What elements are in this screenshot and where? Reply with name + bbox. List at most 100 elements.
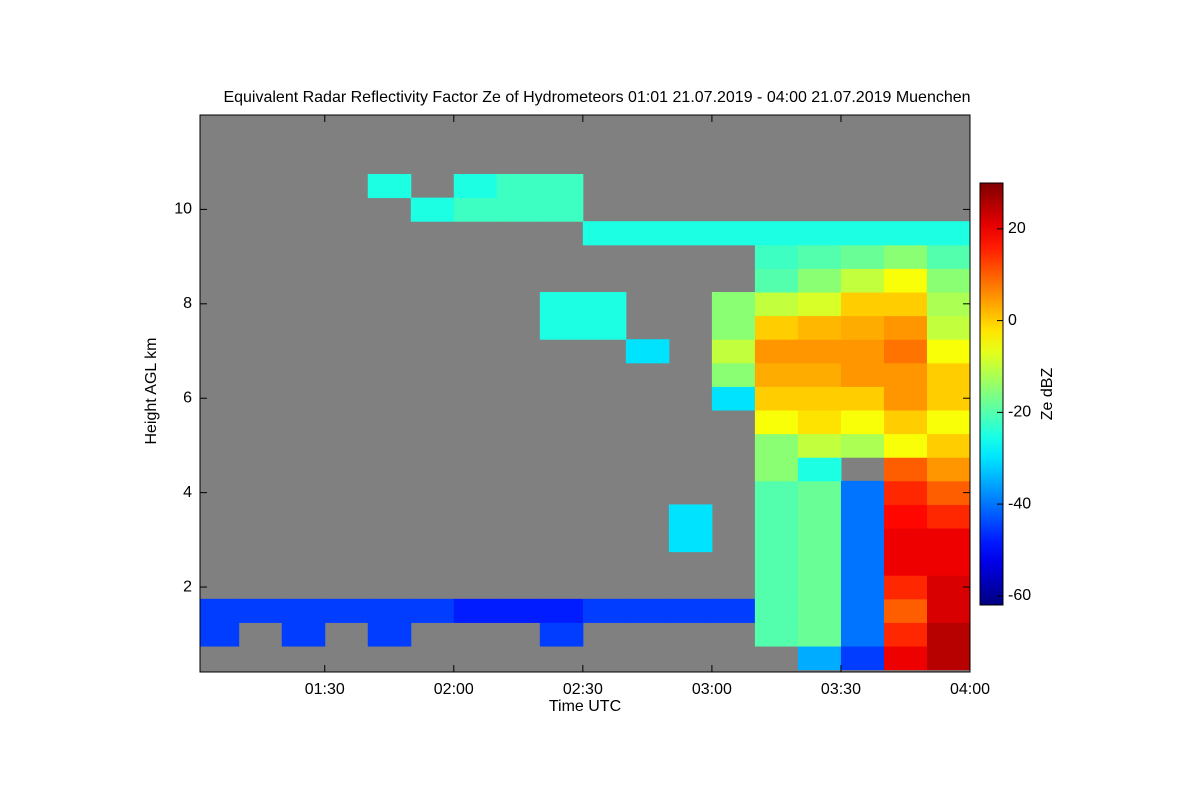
heatmap-cell (200, 598, 240, 623)
heatmap-cell (883, 646, 928, 671)
heatmap-cell (797, 504, 842, 529)
heatmap-cell (797, 339, 842, 364)
heatmap-cell (840, 622, 885, 647)
heatmap-cell (668, 504, 713, 529)
heatmap-cell (797, 386, 842, 411)
heatmap-cell (797, 622, 842, 647)
heatmap-cell (754, 339, 799, 364)
x-axis-label: Time UTC (549, 698, 621, 715)
heatmap-cell (668, 528, 713, 553)
heatmap-cell (926, 268, 970, 293)
heatmap-cell (797, 268, 842, 293)
heatmap-cell (668, 598, 713, 623)
heatmap-cell (797, 551, 842, 576)
heatmap-cell (711, 598, 756, 623)
heatmap-cell (840, 362, 885, 387)
heatmap-cell (625, 221, 670, 246)
heatmap-cell (883, 551, 928, 576)
y-tick-label: 8 (183, 295, 192, 312)
heatmap-cell (539, 315, 584, 340)
heatmap-cell (281, 598, 326, 623)
heatmap-cell (754, 244, 799, 269)
heatmap-cell (926, 551, 970, 576)
heatmap-cell (797, 433, 842, 458)
heatmap-cell (711, 339, 756, 364)
heatmap-cell (754, 268, 799, 293)
colorbar-tick-label: -60 (1008, 587, 1031, 604)
plot-frame (199, 114, 971, 673)
heatmap-cell (883, 433, 928, 458)
heatmap-cell (797, 410, 842, 435)
colorbar (979, 182, 1004, 606)
heatmap-cell (926, 598, 970, 623)
heatmap-cell (367, 622, 412, 647)
heatmap-cell (883, 504, 928, 529)
heatmap-cell (496, 174, 541, 199)
heatmap-cell (883, 221, 928, 246)
heatmap-cell (840, 268, 885, 293)
heatmap-cell (797, 528, 842, 553)
heatmap-cell (926, 480, 970, 505)
heatmap-cell (453, 174, 498, 199)
heatmap-cell (797, 646, 842, 671)
y-tick-label: 4 (183, 484, 192, 501)
heatmap-cell (367, 598, 412, 623)
heatmap-cell (754, 221, 799, 246)
heatmap (200, 174, 970, 671)
heatmap-cell (754, 315, 799, 340)
heatmap-cell (883, 480, 928, 505)
heatmap-cell (711, 292, 756, 317)
heatmap-cell (496, 197, 541, 222)
heatmap-cell (926, 504, 970, 529)
colorbar-tick-label: 0 (1008, 312, 1017, 329)
heatmap-cell (840, 315, 885, 340)
heatmap-cell (797, 315, 842, 340)
heatmap-cell (711, 386, 756, 411)
y-tick-label: 10 (174, 201, 192, 218)
x-tick-label: 02:30 (563, 681, 603, 698)
heatmap-cell (797, 457, 842, 482)
heatmap-cell (883, 598, 928, 623)
x-tick-label: 03:30 (821, 681, 861, 698)
x-tick-label: 02:00 (434, 681, 474, 698)
heatmap-cell (410, 197, 455, 222)
heatmap-cell (926, 433, 970, 458)
heatmap-cell (797, 480, 842, 505)
heatmap-cell (926, 362, 970, 387)
heatmap-cell (754, 386, 799, 411)
heatmap-cell (797, 221, 842, 246)
heatmap-cell (754, 598, 799, 623)
x-tick-label: 01:30 (305, 681, 345, 698)
heatmap-cell (797, 244, 842, 269)
heatmap-cell (926, 575, 970, 600)
heatmap-cell (840, 339, 885, 364)
heatmap-cell (754, 528, 799, 553)
heatmap-cell (926, 410, 970, 435)
heatmap-cell (754, 292, 799, 317)
heatmap-cell (582, 221, 627, 246)
heatmap-cell (754, 622, 799, 647)
heatmap-cell (711, 221, 756, 246)
heatmap-cell (840, 480, 885, 505)
heatmap-cell (840, 244, 885, 269)
heatmap-cell (840, 433, 885, 458)
heatmap-cell (410, 598, 455, 623)
heatmap-cell (926, 528, 970, 553)
heatmap-cell (883, 386, 928, 411)
heatmap-cell (926, 339, 970, 364)
heatmap-cell (797, 598, 842, 623)
colorbar-label: Ze dBZ (1039, 368, 1056, 421)
heatmap-cell (926, 457, 970, 482)
heatmap-cell (840, 646, 885, 671)
heatmap-cell (711, 362, 756, 387)
heatmap-cell (926, 315, 970, 340)
heatmap-cell (754, 362, 799, 387)
heatmap-cell (926, 244, 970, 269)
heatmap-cell (668, 221, 713, 246)
heatmap-cell (926, 386, 970, 411)
heatmap-cell (926, 646, 970, 671)
heatmap-cell (453, 197, 498, 222)
heatmap-cell (926, 292, 970, 317)
heatmap-cell (840, 386, 885, 411)
